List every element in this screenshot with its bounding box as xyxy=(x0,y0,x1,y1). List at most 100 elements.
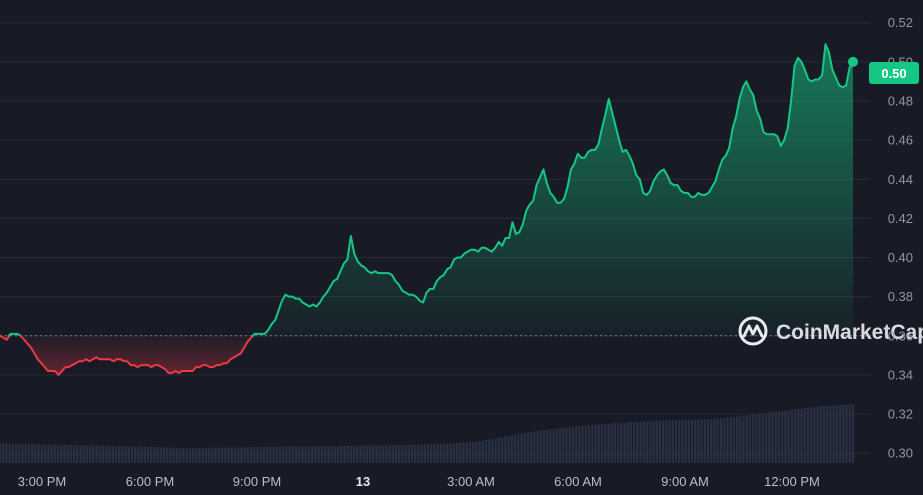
volume-bar xyxy=(575,426,578,463)
volume-bar xyxy=(349,445,352,463)
volume-bar xyxy=(346,445,349,463)
volume-bar xyxy=(388,445,391,463)
volume-bar xyxy=(266,446,269,463)
price-line-below-open xyxy=(0,334,11,341)
volume-bar xyxy=(665,420,668,463)
volume-bar xyxy=(529,431,533,463)
volume-bar xyxy=(101,445,105,463)
volume-bar xyxy=(343,445,346,463)
volume-bar xyxy=(327,445,330,463)
volume-bar xyxy=(14,444,18,463)
volume-bar xyxy=(53,444,56,463)
volume-bar xyxy=(169,447,172,463)
volume-bar xyxy=(658,420,661,463)
volume-bar xyxy=(166,447,169,463)
y-tick-label: 0.34 xyxy=(888,367,913,382)
volume-bar xyxy=(192,448,195,463)
volume-bar xyxy=(484,439,488,463)
volume-bar xyxy=(636,421,639,463)
volume-bar xyxy=(777,411,781,463)
volume-bar xyxy=(108,445,111,463)
volume-bar xyxy=(246,447,249,463)
volume-bar xyxy=(298,446,301,463)
volume-bar xyxy=(626,422,629,463)
volume-bar xyxy=(671,420,674,463)
volume-bar xyxy=(385,445,388,463)
volume-bar xyxy=(320,446,324,463)
volume-bar xyxy=(838,405,842,463)
volume-bar xyxy=(224,447,227,463)
volume-bar xyxy=(536,430,539,463)
volume-bar xyxy=(295,446,298,463)
volume-bar xyxy=(76,444,79,463)
volume-bar xyxy=(150,446,153,463)
volume-bar xyxy=(31,444,34,463)
volume-bar xyxy=(600,424,604,463)
volume-bar xyxy=(571,426,575,463)
volume-bar xyxy=(465,442,468,463)
y-tick-label: 0.48 xyxy=(888,93,913,108)
volume-bar xyxy=(542,430,546,463)
volume-bar xyxy=(591,424,594,463)
volume-bar xyxy=(130,446,134,463)
volume-bar xyxy=(639,421,642,463)
volume-bar xyxy=(555,428,558,463)
volume-bar xyxy=(0,443,2,463)
volume-bar xyxy=(710,418,713,463)
volume-bar xyxy=(703,419,707,463)
volume-bar xyxy=(694,419,697,463)
volume-bar xyxy=(829,405,832,463)
volume-bar xyxy=(369,445,372,463)
y-tick-label: 0.38 xyxy=(888,289,913,304)
volume-bar xyxy=(21,444,24,463)
volume-bar xyxy=(752,414,755,463)
volume-bar xyxy=(745,415,748,463)
volume-bar xyxy=(426,444,430,463)
volume-bar xyxy=(462,442,465,463)
volume-bar xyxy=(323,446,327,463)
volume-bar xyxy=(50,444,53,463)
volume-bar xyxy=(832,405,835,463)
volume-bar xyxy=(735,416,739,463)
volume-bar xyxy=(204,447,208,463)
volume-bar xyxy=(443,443,446,463)
volume-bar xyxy=(584,425,587,463)
volume-bar xyxy=(262,446,266,463)
volume-bar xyxy=(845,404,848,463)
volume-bar xyxy=(256,447,259,463)
volume-bar xyxy=(822,406,826,463)
volume-bar xyxy=(391,444,394,463)
volume-bar xyxy=(436,444,439,463)
y-tick-label: 0.30 xyxy=(888,446,913,461)
volume-bar xyxy=(362,445,365,463)
volume-bar xyxy=(182,447,185,463)
volume-bar xyxy=(198,447,201,463)
volume-bar xyxy=(47,444,50,463)
volume-bar xyxy=(632,422,636,463)
volume-bar xyxy=(678,420,681,463)
x-tick-label: 13 xyxy=(356,474,370,489)
volume-bar xyxy=(156,447,159,463)
volume-bar xyxy=(69,444,72,463)
y-axis-ticks: 0.520.500.480.460.440.420.400.380.360.34… xyxy=(888,15,913,461)
volume-bar xyxy=(63,444,66,463)
volume-bar xyxy=(11,443,15,463)
volume-bar xyxy=(726,417,729,463)
volume-bar xyxy=(140,446,143,463)
volume-bar xyxy=(195,448,198,463)
volume-bar xyxy=(716,418,719,463)
volume-bar xyxy=(72,444,76,463)
volume-bar xyxy=(92,445,95,463)
volume-bar xyxy=(494,438,497,463)
volume-bar xyxy=(594,424,597,463)
volume-bar xyxy=(211,447,214,463)
volume-bar xyxy=(797,408,800,463)
volume-bar xyxy=(504,436,507,463)
volume-bar xyxy=(539,430,542,463)
volume-bar xyxy=(278,446,282,463)
volume-bar xyxy=(526,432,530,463)
volume-bar xyxy=(34,444,37,463)
volume-bar xyxy=(697,419,700,463)
x-tick-label: 3:00 AM xyxy=(447,474,495,489)
volume-bar xyxy=(729,417,732,463)
